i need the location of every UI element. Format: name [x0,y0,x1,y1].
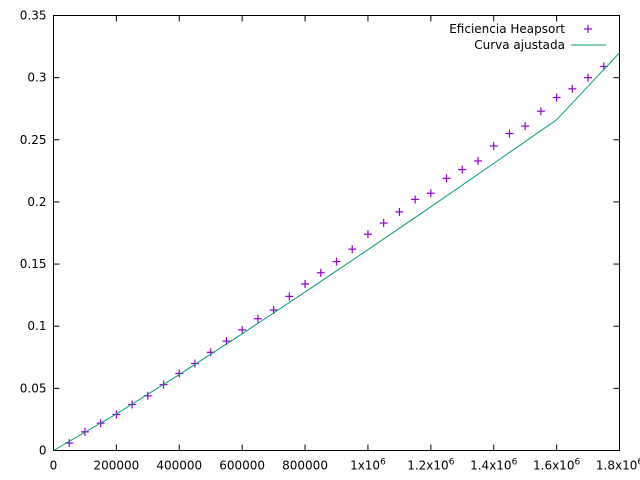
data-point [175,369,184,378]
data-point [363,230,372,239]
data-point [238,325,247,334]
x-tick-label: 1x106 [350,458,386,473]
legend-label: Eficiencia Heapsort [449,22,565,36]
y-tick-label: 0.15 [20,257,47,271]
data-point [332,257,341,266]
legend: Eficiencia Heapsort Curva ajustada [449,22,606,52]
data-point [536,107,545,116]
x-tick-label-exponent: 6 [574,458,580,468]
data-point [348,245,357,254]
y-axis: 0 0.05 0.1 0.15 0.2 0.25 0.3 0.35 [20,9,620,458]
data-point [442,174,451,183]
x-tick-label: 1.8x106 [596,458,640,473]
plot-area-border [53,15,620,451]
x-tick-label: 800000 [282,459,328,473]
data-point [411,195,420,204]
data-point [316,268,325,277]
data-point [568,84,577,93]
x-tick-label: 200000 [93,459,139,473]
x-tick-label-exponent: 6 [512,458,518,468]
legend-point-marker [584,25,592,33]
data-point [426,189,435,198]
y-tick-label: 0 [39,444,47,458]
x-tick-label-exponent: 6 [637,458,640,468]
data-point [584,73,593,82]
data-point [395,207,404,216]
data-point [458,165,467,174]
y-tick-label: 0.1 [27,319,46,333]
data-point [505,129,514,138]
heapsort-points-series [65,62,608,448]
y-tick-label: 0.2 [27,195,46,209]
x-tick-label: 1.4x106 [470,458,517,473]
data-point [379,219,388,228]
legend-label: Curva ajustada [474,38,565,52]
x-tick-label-exponent: 6 [449,458,455,468]
y-tick-label: 0.05 [20,381,47,395]
y-tick-label: 0.35 [20,9,47,23]
y-tick-label: 0.3 [27,71,46,85]
data-point [521,122,530,131]
data-point [285,292,294,301]
x-tick-label-exponent: 6 [380,458,386,468]
x-tick-label: 1.2x106 [407,458,454,473]
data-point [552,93,561,102]
y-tick-label: 0.25 [20,133,47,147]
x-tick-label: 400000 [156,459,202,473]
fit-curve-line [53,52,620,451]
x-tick-label: 1.6x106 [533,458,580,473]
x-axis: 0 200000 400000 600000 800000 1x106 1.2x106 1.4… [50,15,640,473]
x-tick-label: 600000 [219,459,265,473]
data-point [489,142,498,150]
data-point [474,156,482,165]
data-point [253,314,262,323]
x-tick-label: 0 [50,459,58,473]
series-layer [53,52,620,451]
data-point [191,359,199,368]
data-point [301,279,310,288]
